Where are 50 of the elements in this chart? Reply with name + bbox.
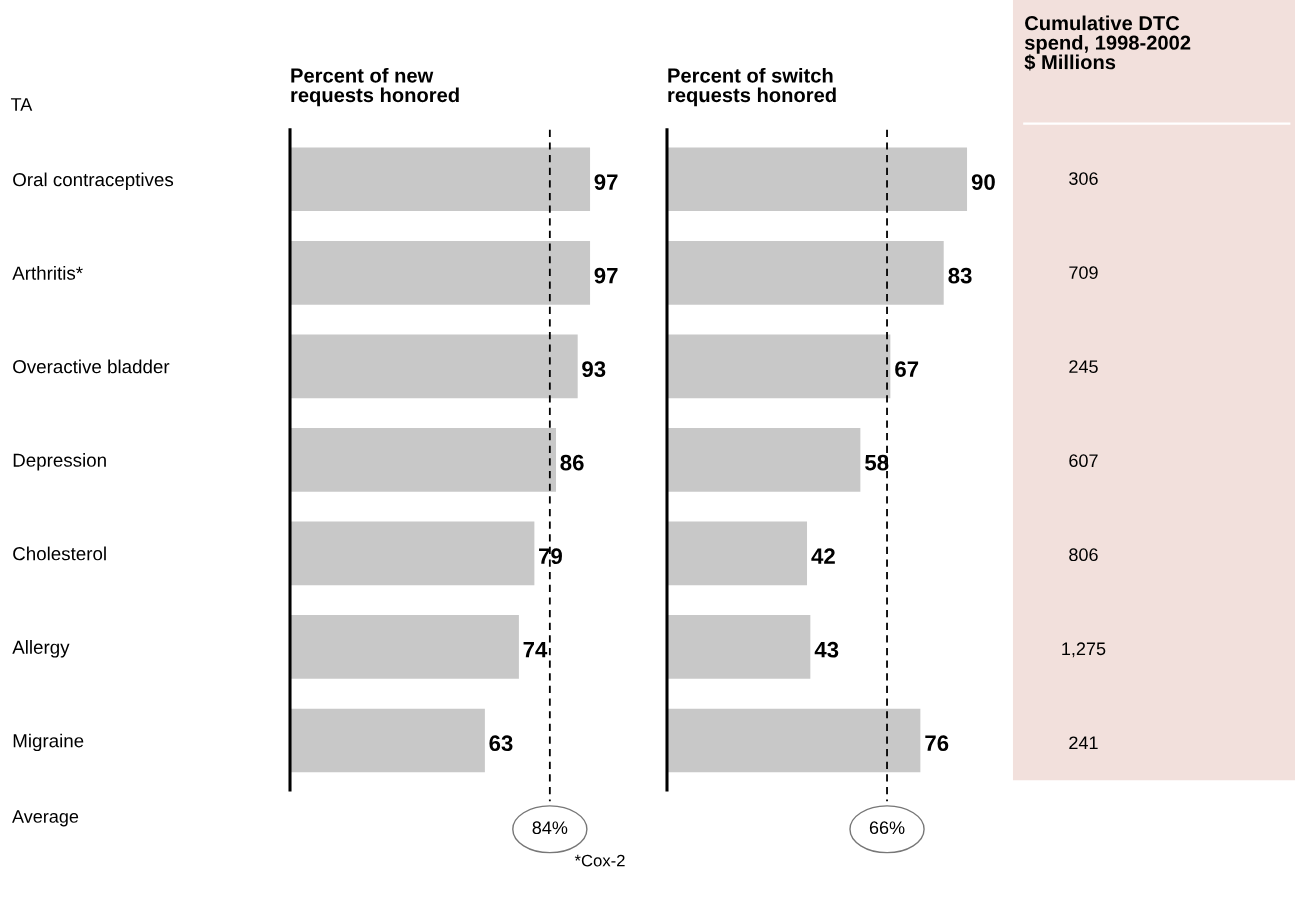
bar <box>290 428 557 492</box>
data-label: 93 <box>582 361 606 378</box>
data-label: 67 <box>895 361 919 377</box>
bar <box>667 147 968 212</box>
text: *Cox-2 <box>574 854 625 867</box>
bar <box>667 521 808 586</box>
y-tick-label: Arthritis* <box>12 266 83 280</box>
data-label: 86 <box>560 454 584 471</box>
bar <box>667 708 921 773</box>
data-label: 1,275 <box>1062 642 1106 658</box>
y-tick-label: Cholesterol <box>13 546 106 561</box>
data-label: 74 <box>523 642 548 658</box>
data-label: 709 <box>1069 266 1098 279</box>
text: Cumulative DTC spend, 1998-2002 $ Millions <box>1024 15 1191 71</box>
data-label: 306 <box>1069 172 1098 185</box>
bar <box>667 241 944 305</box>
y-tick-label: Oral contraceptives <box>13 172 174 190</box>
data-label: 63 <box>489 735 513 752</box>
chart-title: Percent of new requests honored <box>291 67 459 107</box>
ref-line-label: 66% <box>869 821 905 835</box>
bar <box>290 615 519 679</box>
bar <box>667 428 861 492</box>
bar <box>290 147 591 212</box>
data-label: 97 <box>594 174 618 190</box>
data-label: 43 <box>814 641 839 658</box>
ref-line-label: 84% <box>532 821 568 835</box>
y-tick-label: Depression <box>13 453 106 471</box>
y-axis-title: TA <box>10 98 33 111</box>
chart-title: Percent of switch requests honored <box>668 67 836 107</box>
bar <box>667 334 891 399</box>
data-label: 245 <box>1069 360 1098 374</box>
data-label: 806 <box>1069 548 1098 562</box>
bar <box>290 241 591 305</box>
data-label: 76 <box>925 735 949 752</box>
bar <box>667 615 811 679</box>
data-label: 83 <box>948 267 972 284</box>
data-label: 79 <box>539 548 562 565</box>
bar <box>290 334 578 399</box>
data-label: 90 <box>971 174 995 190</box>
bar <box>290 521 535 586</box>
data-label: 58 <box>865 454 889 471</box>
data-label: 42 <box>811 548 835 564</box>
y-tick-label: Overactive bladder <box>13 359 170 374</box>
y-tick-label: Migraine <box>13 733 84 752</box>
bar <box>290 708 485 773</box>
text: Average <box>12 810 79 827</box>
data-label: 607 <box>1069 454 1098 468</box>
data-label: 97 <box>594 267 618 284</box>
data-label: 241 <box>1069 736 1098 750</box>
y-tick-label: Allergy <box>12 640 70 658</box>
